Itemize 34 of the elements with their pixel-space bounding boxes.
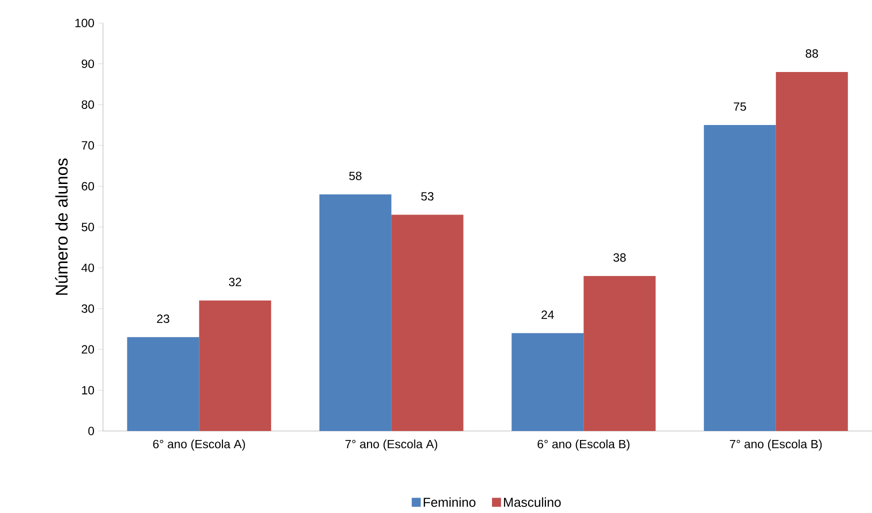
data-label: 53 bbox=[421, 192, 434, 201]
y-tick-label: 90 bbox=[82, 60, 94, 68]
y-tick-label: 40 bbox=[81, 264, 94, 272]
y-tick-label: 70 bbox=[82, 141, 94, 150]
bar bbox=[391, 214, 464, 431]
data-label: 38 bbox=[613, 253, 626, 262]
y-tick-label: 80 bbox=[82, 100, 94, 109]
y-tick-label: 50 bbox=[82, 222, 94, 232]
y-tick-label: 10 bbox=[82, 386, 94, 394]
bar bbox=[127, 337, 200, 431]
data-label: 75 bbox=[734, 102, 746, 111]
bar bbox=[199, 300, 272, 431]
data-label: 24 bbox=[542, 310, 554, 319]
x-tick-label: 7° ano (Escola B) bbox=[730, 440, 822, 451]
data-label: 23 bbox=[157, 314, 170, 323]
bar bbox=[584, 276, 656, 431]
bar bbox=[704, 124, 776, 431]
data-label: 32 bbox=[228, 278, 242, 286]
y-tick-label: 60 bbox=[82, 182, 94, 190]
bar bbox=[319, 194, 392, 431]
x-tick-label: 7° ano (Escola A) bbox=[345, 440, 438, 451]
y-tick-label: 30 bbox=[82, 304, 94, 313]
y-tick-label: 100 bbox=[75, 18, 94, 28]
x-tick-label: 6° ano (Escola A) bbox=[153, 440, 245, 451]
x-tick-label: 6° ano (Escola B) bbox=[538, 440, 630, 451]
data-label: 58 bbox=[349, 172, 362, 180]
data-label: 88 bbox=[806, 49, 818, 58]
y-tick-label: 0 bbox=[88, 426, 94, 436]
y-tick-label: 20 bbox=[82, 345, 94, 354]
bar bbox=[512, 333, 584, 431]
legend-label: Feminino bbox=[424, 497, 476, 507]
y-axis-title: Número de alunos bbox=[55, 158, 68, 295]
legend-label: Masculino bbox=[504, 497, 561, 507]
bar bbox=[776, 72, 848, 431]
